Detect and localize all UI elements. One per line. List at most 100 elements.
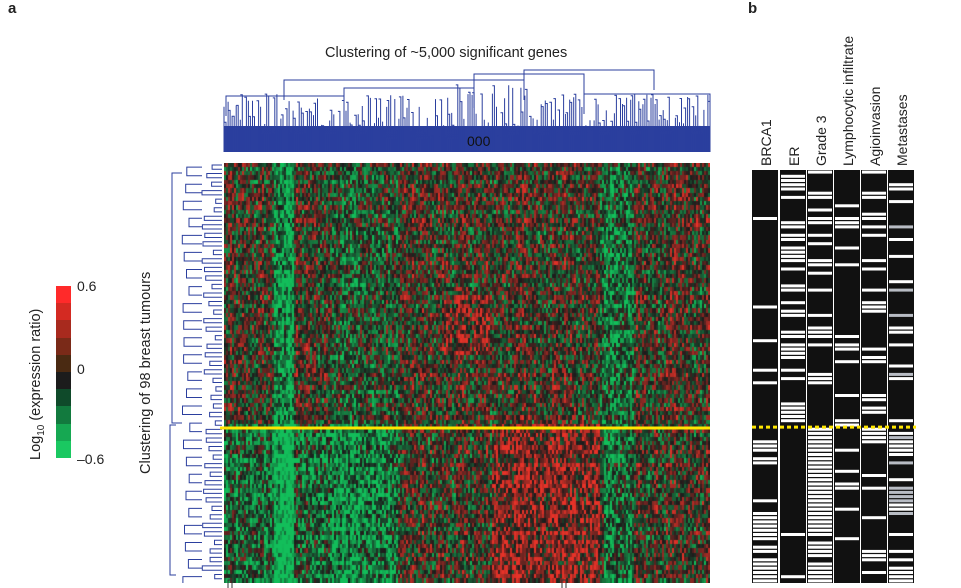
heatmap-brackets (227, 579, 567, 588)
annotation-cell (889, 254, 913, 258)
colour-scale-label-log: Log (28, 435, 44, 460)
annotation-cell (781, 221, 805, 225)
annotation-cell (835, 448, 859, 452)
annotation-cell (862, 410, 886, 414)
col-label-metastases: Metastases (894, 94, 910, 166)
annotation-cell (808, 507, 832, 511)
annotation-cell (808, 566, 832, 570)
annotation-cell (862, 558, 886, 562)
annotation-cell (808, 191, 832, 195)
y-axis-label: Clustering of 98 breast tumours (138, 271, 154, 474)
annotation-cell (862, 360, 886, 364)
scale-tick-min: –0.6 (77, 451, 105, 467)
annotation-cell (889, 313, 913, 317)
annotation-cell (862, 217, 886, 220)
tumour-dendrogram (169, 164, 222, 583)
annotation-cell (889, 343, 913, 347)
annotation-cell (808, 495, 832, 499)
annotation-cell (808, 195, 832, 199)
annotation-cell (781, 301, 805, 305)
annotation-cell (753, 566, 777, 570)
col-label-er: ER (786, 146, 802, 166)
annotation-cell (889, 558, 913, 562)
annotation-cell (808, 271, 832, 275)
annotation-cell (781, 288, 805, 292)
annotation-cell (781, 575, 805, 579)
annotation-cell (781, 377, 805, 381)
annotation-cell (808, 453, 832, 456)
annotation-cell (808, 461, 832, 465)
dendrogram-branches (169, 164, 222, 583)
annotation-cell (781, 254, 805, 258)
annotation-cell (753, 575, 777, 579)
annotation-cell (781, 351, 805, 355)
annotation-cell (889, 187, 913, 191)
annotation-cell (835, 343, 859, 347)
annotation-cell (835, 537, 859, 541)
annotation-cell (753, 461, 777, 465)
annotation-cell (862, 394, 886, 397)
gene-dendrogram (223, 69, 711, 152)
annotation-cell (889, 571, 913, 574)
annotation-cell (862, 571, 886, 574)
annotation-cell (862, 301, 886, 305)
annotation-cell (808, 326, 832, 330)
annotation-cell (808, 217, 832, 220)
annotation-cell (862, 347, 886, 351)
annotation-cell (862, 288, 886, 292)
annotation-cell (889, 280, 913, 284)
annotation-cell (781, 195, 805, 199)
annotation-cell (753, 524, 777, 528)
annotation-cell (753, 562, 777, 566)
colour-scale-swatch (56, 320, 71, 338)
annotation-cell (753, 558, 777, 562)
annotation-cell (753, 571, 777, 574)
colour-scale-swatch (56, 371, 71, 390)
colour-scale-swatch (56, 440, 71, 458)
annotation-cell (781, 259, 805, 263)
annotation-cell (835, 423, 859, 427)
annotation-cell (781, 343, 805, 347)
annotation-cell (808, 221, 832, 225)
annotation-cell (889, 453, 913, 456)
annotation-cell (781, 356, 805, 359)
annotation-cell (835, 246, 859, 250)
annotation-cell (835, 394, 859, 397)
colour-scale-swatch (56, 406, 71, 424)
annotation-cell (862, 398, 886, 402)
annotation-cell (889, 436, 913, 440)
colour-scale-label-rest: (expression ratio) (28, 308, 44, 425)
annotation-cell (889, 238, 913, 241)
annotation-cell (862, 486, 886, 490)
annotation-cell (808, 233, 832, 237)
annotation-cell (862, 436, 886, 440)
colour-scale-swatch (56, 354, 71, 372)
annotation-cell (753, 545, 777, 549)
annotation-cell (753, 305, 777, 309)
annotation-cell (889, 566, 913, 570)
annotation-cell (808, 457, 832, 461)
annotation-cell (753, 533, 777, 536)
annotation-cell (753, 457, 777, 461)
annotation-cell (808, 436, 832, 440)
annotation-cell (808, 427, 832, 431)
annotation-cell (808, 524, 832, 528)
annotation-cell (889, 495, 913, 499)
annotation-cell (781, 533, 805, 536)
annotation-cell (808, 490, 832, 494)
annotation-cell (862, 191, 886, 195)
annotation-cell (808, 486, 832, 490)
annotation-cell (753, 537, 777, 541)
annotation-cell (753, 528, 777, 532)
annotation-column (861, 170, 887, 583)
annotation-cell (753, 520, 777, 524)
annotation-cell (808, 170, 832, 174)
annotation-cell (889, 478, 913, 482)
expression-heatmap (224, 163, 710, 583)
annotation-cell (808, 377, 832, 381)
annotation-cell (862, 267, 886, 271)
annotation-cell (889, 326, 913, 330)
annotation-cell (889, 200, 913, 204)
annotation-column (780, 170, 806, 583)
annotation-cell (781, 368, 805, 372)
